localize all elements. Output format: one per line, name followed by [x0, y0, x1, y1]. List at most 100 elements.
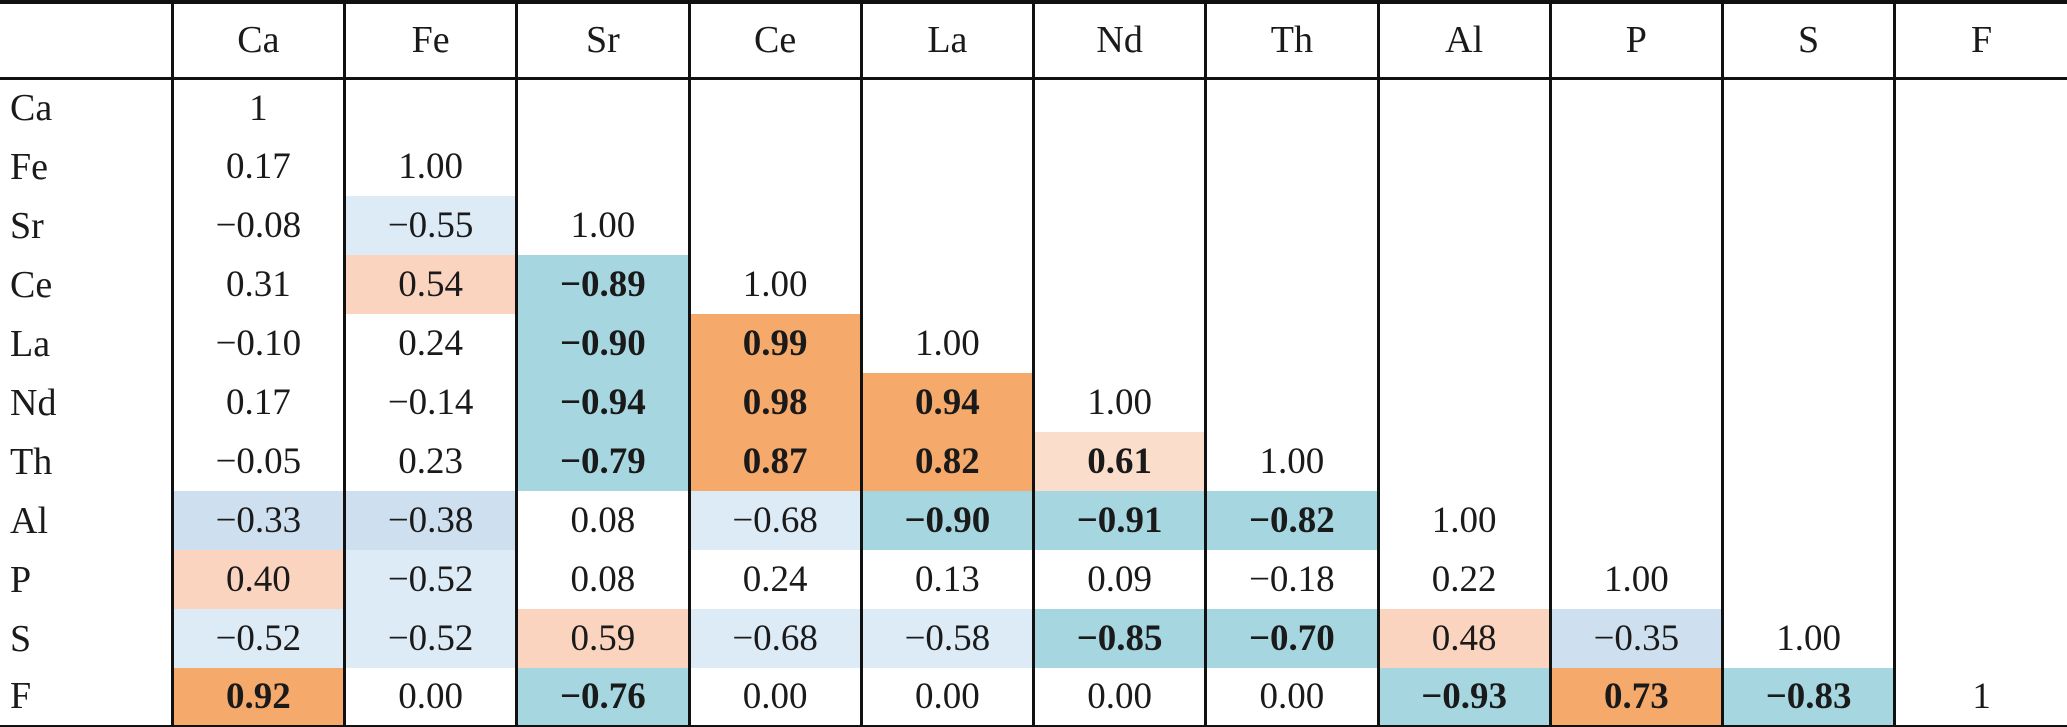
- matrix-cell: −0.94: [515, 373, 689, 432]
- empty-cell: [1893, 432, 2067, 491]
- empty-cell: [1893, 491, 2067, 550]
- empty-cell: [1548, 78, 1723, 137]
- row-header-al: Al: [10, 499, 48, 542]
- matrix-cell: −0.55: [342, 196, 517, 255]
- matrix-cell: 1.00: [687, 255, 862, 314]
- matrix-cell: −0.93: [1376, 668, 1551, 727]
- empty-cell: [1031, 78, 1206, 137]
- column-header-f: F: [1893, 2, 2067, 80]
- empty-cell: [1204, 137, 1378, 196]
- matrix-cell: 0.73: [1548, 668, 1723, 727]
- matrix-cell: 0.24: [342, 314, 517, 373]
- empty-cell: [1893, 609, 2067, 668]
- table-body: Ca 1 Fe 0.17 1.00 Sr −0.08 −0.55 1.00 Ce 0.31 0.54−…: [0, 78, 2067, 727]
- empty-cell: [1720, 255, 1895, 314]
- empty-cell: [1720, 78, 1895, 137]
- table-row-fe: Fe 0.17 1.00: [0, 137, 2067, 196]
- column-header-sr: Sr: [515, 2, 689, 80]
- empty-cell: [1548, 255, 1723, 314]
- row-header-nd: Nd: [10, 381, 57, 424]
- matrix-cell: 1.00: [1204, 432, 1378, 491]
- matrix-cell: 0.31: [170, 255, 345, 314]
- column-header-s: S: [1720, 2, 1895, 80]
- empty-cell: [1893, 550, 2067, 609]
- matrix-cell: 0.87: [687, 432, 862, 491]
- matrix-cell: 0.17: [170, 137, 345, 196]
- matrix-cell: −0.79: [515, 432, 689, 491]
- empty-cell: [1720, 314, 1895, 373]
- empty-cell: [515, 137, 689, 196]
- matrix-cell: 0.00: [1204, 668, 1378, 727]
- matrix-cell: 0.13: [859, 550, 1034, 609]
- matrix-cell: −0.14: [342, 373, 517, 432]
- column-header-ca: Ca: [170, 2, 345, 80]
- empty-cell: [687, 196, 862, 255]
- matrix-cell: −0.68: [687, 609, 862, 668]
- column-header-al: Al: [1376, 2, 1551, 80]
- table-row-sr: Sr −0.08 −0.55 1.00: [0, 196, 2067, 255]
- empty-cell: [1204, 255, 1378, 314]
- matrix-cell: −0.82: [1204, 491, 1378, 550]
- matrix-cell: 0.24: [687, 550, 862, 609]
- empty-cell: [1548, 196, 1723, 255]
- empty-cell: [1031, 255, 1206, 314]
- row-header-fe: Fe: [10, 145, 48, 188]
- empty-cell: [859, 196, 1034, 255]
- empty-cell: [1720, 491, 1895, 550]
- row-header-la: La: [10, 322, 51, 365]
- empty-cell: [687, 78, 862, 137]
- matrix-cell: 0.17: [170, 373, 345, 432]
- matrix-cell: −0.52: [170, 609, 345, 668]
- table-row-f: F 0.92 0.00 −0.76 0.00 0.00 0.00 0.00 −0.93 0.73−…: [0, 668, 2067, 727]
- empty-cell: [859, 137, 1034, 196]
- empty-cell: [342, 78, 517, 137]
- empty-cell: [1720, 196, 1895, 255]
- empty-cell: [1720, 550, 1895, 609]
- matrix-cell: 0.92: [170, 668, 345, 727]
- table-row-nd: Nd 0.17 −0.14 −0.94 0.98 0.94 1.00: [0, 373, 2067, 432]
- table-row-la: La −0.10 0.24 −0.90 0.99 1.00: [0, 314, 2067, 373]
- table-row-p: P 0.40 −0.52 0.08 0.24 0.13 0.09 −0.18 0.22 1.00: [0, 550, 2067, 609]
- matrix-cell: −0.68: [687, 491, 862, 550]
- matrix-cell: 1: [1893, 668, 2067, 727]
- empty-cell: [1376, 432, 1551, 491]
- empty-cell: [1548, 314, 1723, 373]
- matrix-cell: 0.99: [687, 314, 862, 373]
- matrix-cell: 1.00: [1720, 609, 1895, 668]
- empty-cell: [1204, 78, 1378, 137]
- row-header-s: S: [10, 617, 32, 660]
- matrix-cell: 0.59: [515, 609, 689, 668]
- empty-cell: [1376, 255, 1551, 314]
- matrix-cell: −0.91: [1031, 491, 1206, 550]
- empty-cell: [515, 78, 689, 137]
- empty-cell: [859, 78, 1034, 137]
- column-header-fe: Fe: [342, 2, 517, 80]
- matrix-cell: −0.85: [1031, 609, 1206, 668]
- table-row-al: Al −0.33 −0.38 0.08 −0.68 −0.90 −0.91 −0.82 1.00: [0, 491, 2067, 550]
- empty-cell: [1720, 432, 1895, 491]
- row-header-ca: Ca: [10, 87, 53, 130]
- matrix-cell: 0.22: [1376, 550, 1551, 609]
- empty-cell: [1548, 432, 1723, 491]
- matrix-cell: 0.54: [342, 255, 517, 314]
- matrix-cell: −0.10: [170, 314, 345, 373]
- empty-cell: [1376, 78, 1551, 137]
- matrix-cell: 0.98: [687, 373, 862, 432]
- empty-cell: [1893, 196, 2067, 255]
- column-header-p: P: [1548, 2, 1723, 80]
- empty-cell: [1376, 196, 1551, 255]
- row-header-f: F: [10, 675, 32, 718]
- table-header: Ca Fe Sr Ce La Nd Th Al P S F: [0, 2, 2067, 80]
- empty-cell: [1893, 373, 2067, 432]
- empty-cell: [1720, 373, 1895, 432]
- matrix-cell: 0.82: [859, 432, 1034, 491]
- empty-cell: [1720, 137, 1895, 196]
- matrix-cell: 0.08: [515, 550, 689, 609]
- empty-cell: [1893, 255, 2067, 314]
- empty-cell: [1204, 196, 1378, 255]
- empty-cell: [1204, 314, 1378, 373]
- empty-cell: [1893, 314, 2067, 373]
- matrix-cell: 0.48: [1376, 609, 1551, 668]
- matrix-cell: −0.76: [515, 668, 689, 727]
